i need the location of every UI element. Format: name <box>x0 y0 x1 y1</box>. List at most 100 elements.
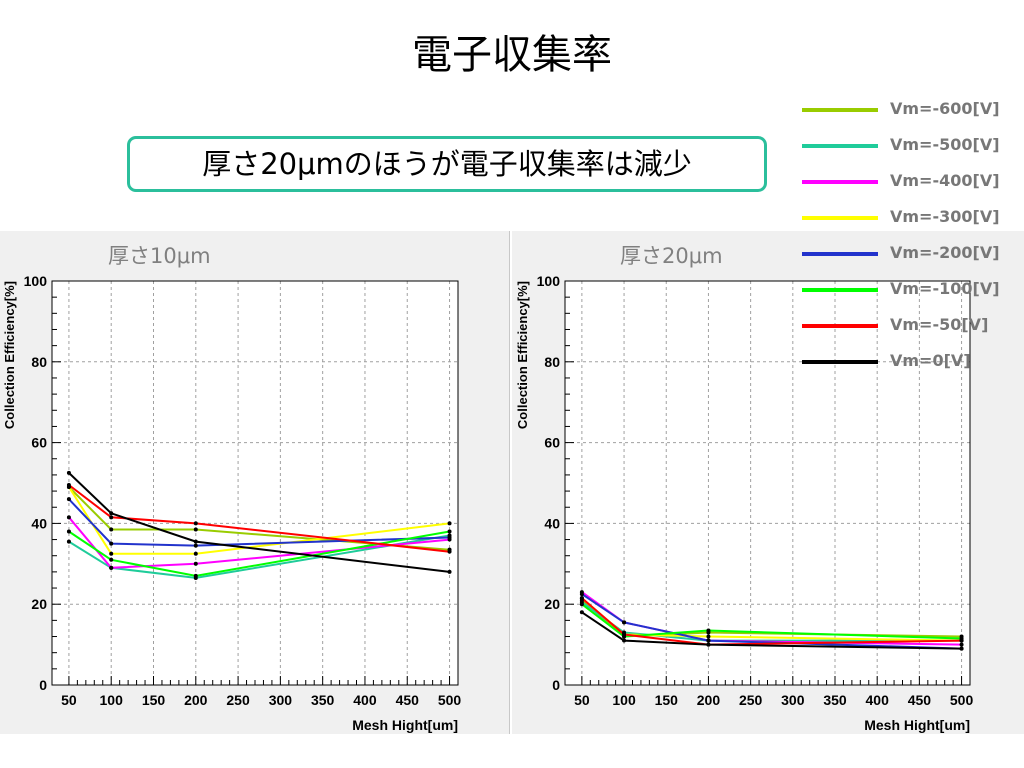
data-point <box>193 551 198 556</box>
data-point <box>66 483 71 488</box>
chart-panel-20um: 0 20 40 60 80 100 50 100 150 200 250 300 350 400 450 50… <box>512 231 1024 734</box>
x-tick-label: 500 <box>950 692 974 708</box>
data-point <box>109 515 114 520</box>
x-tick-label: 50 <box>61 692 77 708</box>
x-tick-label: 100 <box>612 692 636 708</box>
data-point <box>706 628 711 633</box>
x-tick-label: 450 <box>908 692 932 708</box>
legend-swatch <box>802 252 878 256</box>
slide-title: 電子収集率 <box>412 32 612 78</box>
x-tick-label: 100 <box>100 692 124 708</box>
data-point <box>66 539 71 544</box>
data-point <box>447 529 452 534</box>
data-point <box>579 610 584 615</box>
data-point <box>193 539 198 544</box>
legend-item: Vm=-400[V] <box>800 168 1024 196</box>
series-line <box>581 611 962 650</box>
legend-swatch <box>802 180 878 184</box>
plot-area <box>565 281 970 685</box>
y-tick-label: 60 <box>544 435 560 451</box>
data-point <box>706 638 711 643</box>
x-axis-label: Mesh Hight[um] <box>864 717 970 733</box>
legend-swatch <box>802 144 878 148</box>
x-tick-label: 400 <box>866 692 890 708</box>
data-point <box>622 638 627 643</box>
y-tick-label: 20 <box>544 596 560 612</box>
x-tick-label: 400 <box>353 692 377 708</box>
data-point <box>447 535 452 540</box>
legend-item: Vm=0[V] <box>800 348 1024 376</box>
data-point <box>193 573 198 578</box>
y-tick-label: 0 <box>39 677 47 693</box>
legend-item: Vm=-300[V] <box>800 204 1024 232</box>
legend-label: Vm=-100[V] <box>890 279 1000 298</box>
data-point <box>66 497 71 502</box>
data-point <box>109 565 114 570</box>
legend-item: Vm=-100[V] <box>800 276 1024 304</box>
data-point <box>959 638 964 643</box>
legend-item: Vm=-500[V] <box>800 132 1024 160</box>
data-point <box>706 642 711 647</box>
x-tick-label: 150 <box>655 692 679 708</box>
data-point <box>447 569 452 574</box>
plot-frame <box>564 280 971 686</box>
chart-10um: 0 20 40 60 80 100 50 100 150 200 250 300 350 400 450 50… <box>2 273 462 733</box>
y-tick-label: 80 <box>544 354 560 370</box>
data-point <box>959 642 964 647</box>
legend-swatch <box>802 360 878 364</box>
data-point <box>622 620 627 625</box>
data-point <box>622 632 627 637</box>
x-tick-label: 300 <box>781 692 805 708</box>
y-tick-label: 80 <box>31 354 47 370</box>
series-line <box>68 530 450 577</box>
x-tick-label: 200 <box>184 692 208 708</box>
chart-panel-10um: 0 20 40 60 80 100 50 100 150 200 250 300 350 400 450 50… <box>0 231 510 734</box>
legend-item: Vm=-200[V] <box>800 240 1024 268</box>
chart-title-20um: 厚さ20μm <box>620 244 723 268</box>
data-point <box>193 561 198 566</box>
legend-item: Vm=-600[V] <box>800 96 1024 124</box>
series-line <box>68 498 450 547</box>
data-point <box>959 646 964 651</box>
data-point <box>579 592 584 597</box>
plot-frame <box>51 280 459 686</box>
y-tick-label: 100 <box>24 273 48 289</box>
y-tick-label: 100 <box>537 273 561 289</box>
x-tick-label: 300 <box>269 692 293 708</box>
chart-20um: 0 20 40 60 80 100 50 100 150 200 250 300 350 400 450 50… <box>515 273 974 733</box>
legend-swatch <box>802 324 878 328</box>
x-tick-label: 250 <box>226 692 250 708</box>
x-tick-label: 200 <box>697 692 721 708</box>
chart-title-10um: 厚さ10μm <box>108 244 211 268</box>
series-line <box>581 593 962 650</box>
data-point <box>447 549 452 554</box>
data-point <box>66 470 71 475</box>
legend-label: Vm=-400[V] <box>890 171 1000 190</box>
y-axis-label: Collection Efficiency[%] <box>2 281 17 429</box>
x-tick-label: 350 <box>311 692 335 708</box>
x-tick-label: 450 <box>396 692 420 708</box>
y-tick-label: 0 <box>552 677 560 693</box>
x-tick-label: 50 <box>574 692 590 708</box>
data-point <box>193 527 198 532</box>
data-point <box>66 529 71 534</box>
x-tick-label: 350 <box>823 692 847 708</box>
data-point <box>579 596 584 601</box>
x-tick-label: 250 <box>739 692 763 708</box>
legend-label: Vm=-50[V] <box>890 315 989 334</box>
y-tick-label: 40 <box>31 515 47 531</box>
data-point <box>706 634 711 639</box>
legend-label: Vm=-300[V] <box>890 207 1000 226</box>
y-axis-label: Collection Efficiency[%] <box>515 281 530 429</box>
y-tick-label: 20 <box>31 596 47 612</box>
data-point <box>579 602 584 607</box>
data-point <box>447 521 452 526</box>
legend-swatch <box>802 108 878 112</box>
y-tick-label: 60 <box>31 435 47 451</box>
data-point <box>193 521 198 526</box>
series-line <box>68 484 450 553</box>
legend-swatch <box>802 216 878 220</box>
x-tick-label: 500 <box>438 692 462 708</box>
conclusion-callout: 厚さ20μmのほうが電子収集率は減少 <box>127 136 767 192</box>
series-line <box>68 516 450 569</box>
